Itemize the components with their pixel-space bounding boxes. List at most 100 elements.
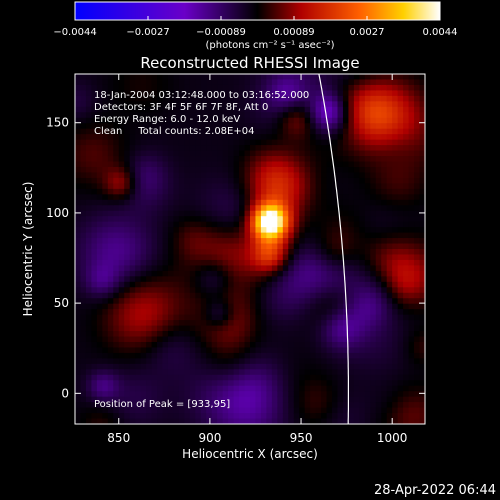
heatmap-cell — [326, 177, 333, 184]
heatmap-cell — [381, 413, 388, 420]
heatmap-cell — [353, 216, 360, 223]
heatmap-cell — [266, 249, 273, 256]
heatmap-cell — [118, 391, 125, 398]
heatmap-cell — [414, 145, 421, 152]
heatmap-cell — [239, 418, 246, 424]
heatmap-cell — [277, 413, 284, 420]
heatmap-cell — [326, 358, 333, 365]
heatmap-cell — [403, 331, 410, 338]
heatmap-cell — [167, 303, 175, 310]
heatmap-cell — [381, 287, 388, 294]
heatmap-cell — [195, 254, 202, 261]
heatmap-cell — [408, 134, 415, 141]
heatmap-cell — [342, 101, 350, 108]
heatmap-cell — [403, 418, 410, 424]
heatmap-cell — [293, 243, 300, 250]
heatmap-cell — [315, 221, 322, 228]
heatmap-cell — [304, 298, 311, 305]
heatmap-cell — [337, 101, 344, 108]
heatmap-cell — [353, 303, 360, 310]
heatmap-cell — [370, 369, 377, 376]
heatmap-cell — [397, 156, 404, 163]
heatmap-cell — [419, 84, 425, 92]
heatmap-cell — [80, 232, 87, 239]
heatmap-cell — [419, 374, 425, 381]
heatmap-cell — [222, 407, 229, 414]
heatmap-cell — [288, 309, 295, 316]
heatmap-cell — [386, 95, 393, 102]
footer-timestamp: 28-Apr-2022 06:44 — [374, 483, 496, 498]
heatmap-cell — [233, 292, 240, 299]
heatmap-cell — [266, 112, 273, 119]
heatmap-cell — [206, 145, 213, 152]
heatmap-cell — [157, 210, 164, 217]
heatmap-cell — [392, 216, 399, 223]
heatmap-cell — [375, 254, 382, 261]
heatmap-cell — [173, 363, 180, 370]
heatmap-cell — [419, 183, 425, 190]
heatmap-cell — [255, 298, 262, 305]
heatmap-cell — [140, 188, 147, 195]
heatmap-cell — [348, 391, 355, 398]
heatmap-cell — [310, 139, 317, 146]
heatmap-cell — [310, 259, 317, 267]
heatmap-cell — [397, 336, 404, 343]
heatmap-cell — [184, 117, 191, 124]
heatmap-cell — [184, 413, 191, 420]
heatmap-cell — [315, 341, 322, 349]
heatmap-cell — [271, 369, 278, 376]
heatmap-cell — [266, 281, 273, 288]
heatmap-cell — [239, 117, 246, 124]
heatmap-cell — [222, 243, 229, 250]
heatmap-cell — [173, 177, 180, 184]
heatmap-cell — [244, 188, 251, 195]
heatmap-cell — [162, 265, 169, 272]
heatmap-cell — [228, 249, 235, 256]
heatmap-cell — [397, 341, 404, 349]
heatmap-cell — [162, 336, 169, 343]
heatmap-cell — [310, 134, 317, 141]
heatmap-cell — [277, 287, 284, 294]
heatmap-cell — [162, 90, 169, 97]
heatmap-cell — [288, 150, 295, 157]
heatmap-cell — [310, 90, 317, 97]
heatmap-cell — [419, 128, 425, 135]
heatmap-cell — [315, 413, 322, 420]
plot-frame — [74, 73, 426, 425]
heatmap-cell — [277, 216, 284, 223]
heatmap-cell — [222, 84, 229, 92]
heatmap-cell — [408, 232, 415, 239]
heatmap-cell — [178, 347, 185, 354]
heatmap-cell — [211, 74, 218, 81]
heatmap-cell — [211, 134, 218, 141]
heatmap-cell — [140, 101, 147, 108]
heatmap-cell — [266, 232, 273, 239]
heatmap-cell — [124, 134, 131, 141]
heatmap-cell — [282, 106, 289, 113]
heatmap-cell — [140, 336, 147, 343]
heatmap-cell — [375, 259, 382, 267]
heatmap-cell — [129, 276, 136, 283]
heatmap-cell — [321, 128, 328, 135]
heatmap-cell — [282, 369, 289, 376]
heatmap-cell — [353, 205, 360, 212]
heatmap-cell — [326, 352, 333, 359]
heatmap-cell — [107, 320, 114, 327]
heatmap-cell — [326, 172, 333, 179]
heatmap-cell — [157, 205, 164, 212]
heatmap-cell — [250, 199, 257, 206]
heatmap-cell — [332, 325, 339, 332]
heatmap-cell — [353, 123, 360, 130]
heatmap-cell — [397, 101, 404, 108]
heatmap-cell — [113, 188, 120, 195]
heatmap-cell — [266, 134, 273, 141]
heatmap-cell — [157, 112, 164, 119]
heatmap-cell — [200, 183, 207, 190]
heatmap-cell — [167, 385, 175, 392]
heatmap-cell — [85, 74, 93, 81]
heatmap-cell — [364, 134, 371, 141]
heatmap-cell — [260, 396, 268, 403]
heatmap-cell — [102, 238, 109, 245]
heatmap-cell — [293, 292, 300, 299]
heatmap-cell — [381, 221, 388, 228]
